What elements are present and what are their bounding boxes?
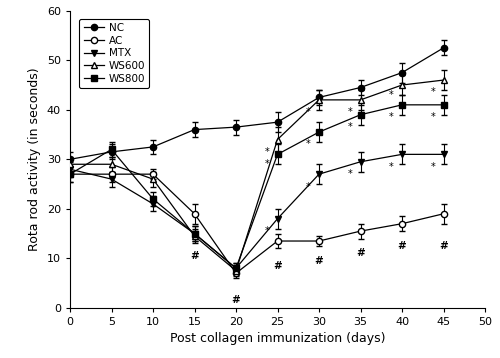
Text: *: * — [430, 87, 435, 97]
Text: #: # — [398, 241, 406, 251]
Legend: NC, AC, MTX, WS600, WS800: NC, AC, MTX, WS600, WS800 — [80, 19, 149, 88]
Text: *: * — [348, 122, 352, 132]
Text: *: * — [430, 162, 435, 172]
Text: *: * — [348, 169, 352, 179]
Text: *: * — [306, 140, 310, 149]
X-axis label: Post collagen immunization (days): Post collagen immunization (days) — [170, 333, 385, 345]
Text: *: * — [389, 90, 394, 100]
Text: #: # — [356, 248, 365, 258]
Text: *: * — [306, 182, 310, 192]
Text: #: # — [273, 261, 282, 271]
Text: *: * — [264, 147, 269, 157]
Text: *: * — [430, 112, 435, 122]
Text: #: # — [190, 251, 199, 261]
Y-axis label: Rota rod activity (in seconds): Rota rod activity (in seconds) — [28, 68, 42, 251]
Text: *: * — [306, 107, 310, 117]
Text: *: * — [389, 162, 394, 172]
Text: #: # — [232, 295, 240, 305]
Text: *: * — [264, 159, 269, 169]
Text: *: * — [348, 107, 352, 117]
Text: *: * — [264, 226, 269, 236]
Text: *: * — [389, 112, 394, 122]
Text: #: # — [314, 256, 324, 266]
Text: #: # — [439, 241, 448, 251]
